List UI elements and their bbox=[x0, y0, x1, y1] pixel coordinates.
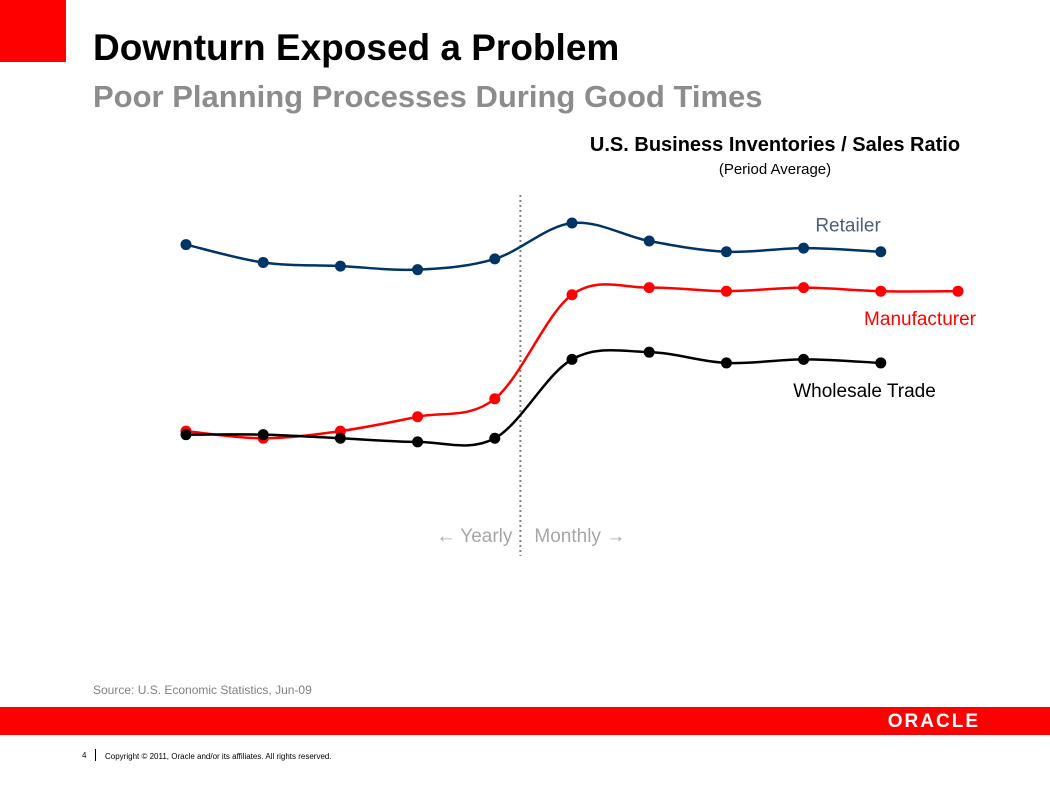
wholesale-trade-point-9 bbox=[798, 354, 809, 365]
manufacturer-point-11 bbox=[953, 286, 964, 297]
line-chart: ← Yearly Monthly → Retailer Manufacturer Who… bbox=[0, 0, 1050, 640]
wholesale-trade-point-8 bbox=[721, 357, 732, 368]
manufacturer-point-4 bbox=[412, 411, 423, 422]
footer-separator bbox=[95, 749, 96, 761]
wholesale-trade-line bbox=[186, 350, 881, 445]
retailer-point-10 bbox=[875, 246, 886, 257]
retailer-point-9 bbox=[798, 243, 809, 254]
manufacturer-point-7 bbox=[644, 282, 655, 293]
monthly-label: Monthly → bbox=[534, 526, 625, 547]
manufacturer-point-9 bbox=[798, 282, 809, 293]
yearly-label: ← Yearly bbox=[436, 526, 513, 547]
retailer-line bbox=[186, 223, 881, 270]
wholesale-trade-point-5 bbox=[489, 433, 500, 444]
wholesale-trade-point-2 bbox=[258, 429, 269, 440]
retailer-series-label: Retailer bbox=[815, 216, 881, 237]
wholesale-trade-series-label: Wholesale Trade bbox=[793, 381, 936, 402]
manufacturer-point-6 bbox=[567, 289, 578, 300]
retailer-point-2 bbox=[258, 257, 269, 268]
source-note: Source: U.S. Economic Statistics, Jun-09 bbox=[93, 683, 312, 697]
retailer-point-1 bbox=[181, 239, 192, 250]
retailer-point-6 bbox=[567, 218, 578, 229]
wholesale-trade-point-6 bbox=[567, 354, 578, 365]
manufacturer-point-8 bbox=[721, 286, 732, 297]
retailer-point-3 bbox=[335, 261, 346, 272]
page-number: 4 bbox=[82, 751, 86, 760]
wholesale-trade-point-7 bbox=[644, 347, 655, 358]
retailer-point-5 bbox=[489, 253, 500, 264]
wholesale-trade-point-1 bbox=[181, 429, 192, 440]
retailer-point-8 bbox=[721, 246, 732, 257]
wholesale-trade-point-3 bbox=[335, 433, 346, 444]
oracle-logo: ORACLE bbox=[888, 711, 980, 733]
manufacturer-point-5 bbox=[489, 393, 500, 404]
retailer-point-4 bbox=[412, 264, 423, 275]
wholesale-trade-point-10 bbox=[875, 357, 886, 368]
wholesale-trade-point-4 bbox=[412, 436, 423, 447]
manufacturer-point-10 bbox=[875, 286, 886, 297]
manufacturer-series-label: Manufacturer bbox=[864, 309, 977, 330]
copyright-notice: Copyright © 2011, Oracle and/or its affi… bbox=[105, 752, 332, 761]
footer-bar: ORACLE bbox=[0, 707, 1050, 735]
retailer-point-7 bbox=[644, 235, 655, 246]
